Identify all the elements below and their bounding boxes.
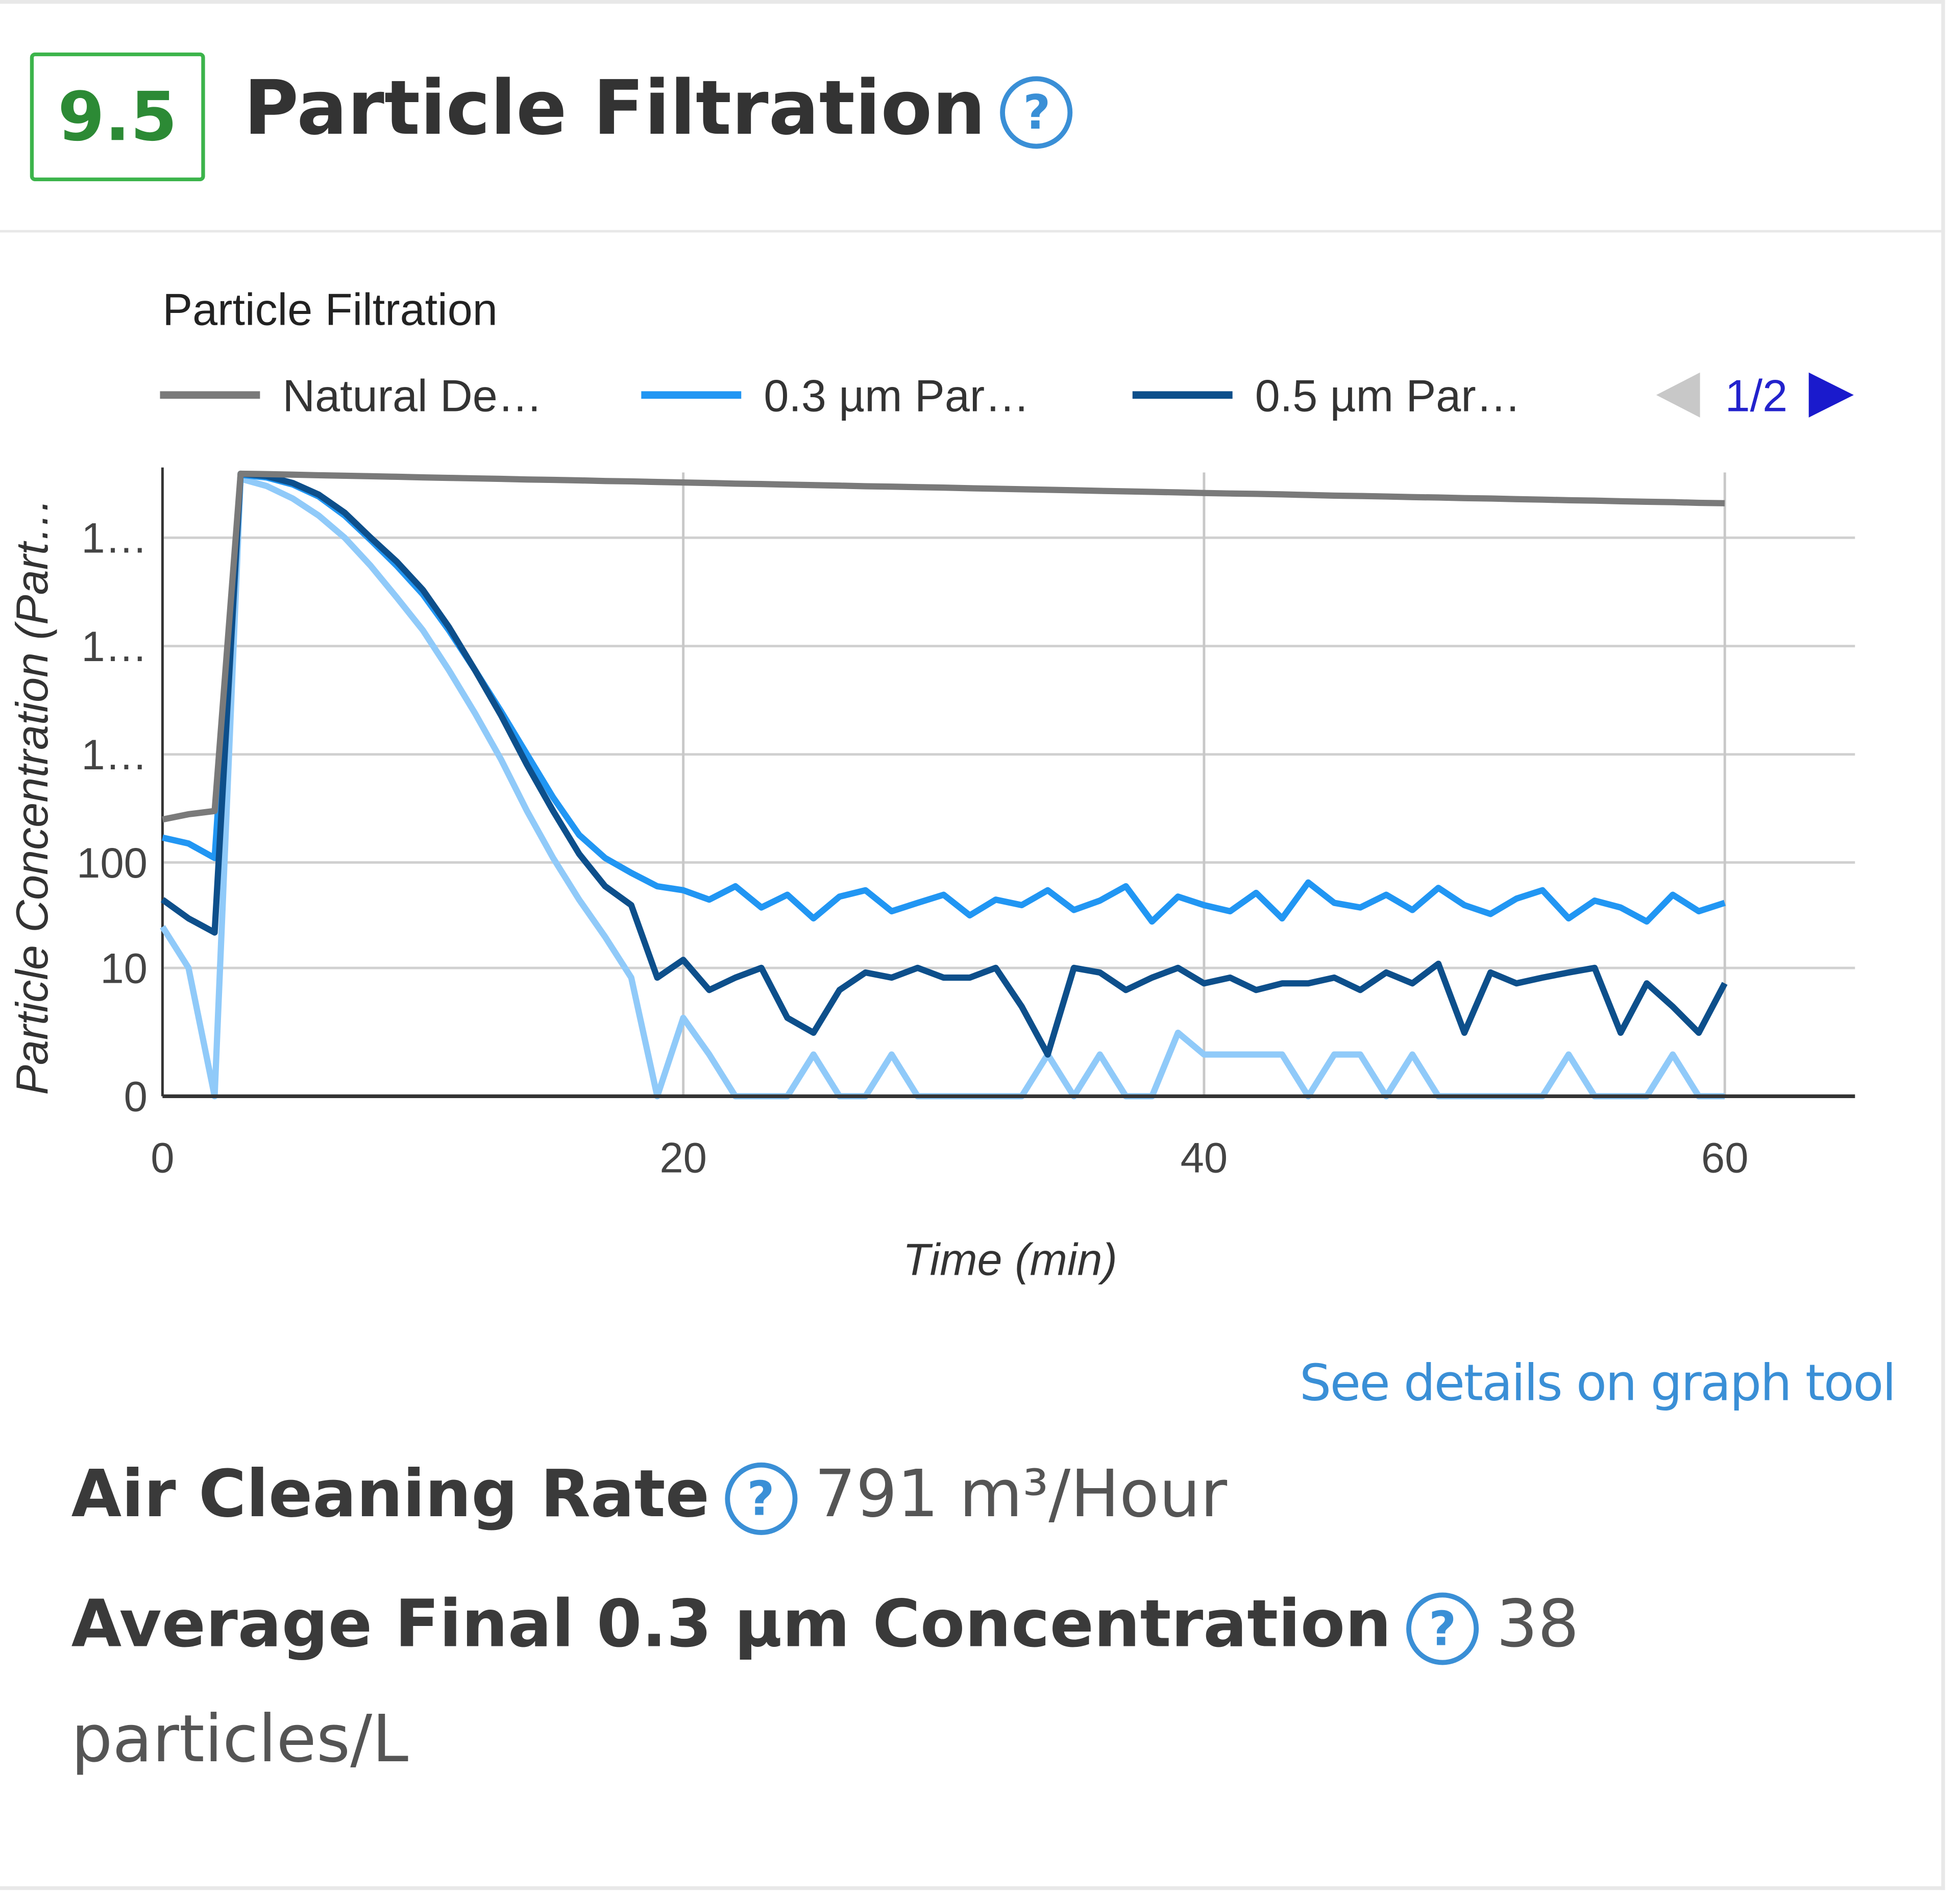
score-badge: 9.5: [30, 52, 205, 182]
series-line: [160, 475, 1725, 1100]
chart-title: Particle Filtration: [162, 284, 497, 335]
metric-label: Average Final 0.3 µm Concentration: [71, 1587, 1391, 1663]
legend-label: Natural De…: [282, 371, 542, 421]
legend-label: 0.3 µm Par…: [764, 371, 1030, 421]
title-text: Particle Filtration: [243, 65, 986, 153]
metric-value: 791 m³/Hour: [814, 1457, 1228, 1533]
legend-prev: [1656, 372, 1700, 418]
x-tick-label: 40: [1181, 1134, 1228, 1182]
y-tick-label: 1…: [81, 623, 148, 670]
metric-label: Air Cleaning Rate: [71, 1457, 710, 1533]
legend-next[interactable]: [1808, 372, 1854, 418]
metric-value: 38 particles/L: [71, 1587, 1579, 1778]
y-tick-label: 100: [77, 839, 148, 887]
series-line: [162, 472, 1726, 925]
y-tick-label: 0: [124, 1073, 148, 1121]
metric-row: Average Final 0.3 µm Concentration? 38 pa…: [71, 1567, 1822, 1797]
help-icon[interactable]: ?: [724, 1462, 797, 1535]
graph-tool-link[interactable]: See details on graph tool: [1299, 1355, 1896, 1413]
legend-label: 0.5 µm Par…: [1255, 371, 1521, 421]
y-tick-label: 1…: [81, 731, 148, 779]
section-title: Particle Filtration?: [243, 65, 1091, 153]
y-tick-label: 10: [100, 944, 148, 992]
series-line: [162, 470, 1725, 823]
x-tick-label: 60: [1701, 1134, 1749, 1182]
y-axis-label: Particle Concentration (Part…: [7, 497, 57, 1095]
x-tick-label: 20: [659, 1134, 707, 1182]
divider: [0, 230, 1945, 233]
legend-page: 1/2: [1725, 371, 1788, 421]
metric-row: Air Cleaning Rate? 791 m³/Hour: [71, 1438, 1822, 1552]
x-tick-label: 0: [151, 1134, 174, 1182]
help-icon[interactable]: ?: [1000, 77, 1073, 150]
series-line: [160, 470, 1728, 1058]
chart: Particle Filtration 0 10 100 1… 1… 1… 0 20 40 60 Na…: [7, 284, 1855, 1285]
help-icon[interactable]: ?: [1406, 1592, 1479, 1665]
x-axis-label: Time (min): [903, 1234, 1117, 1285]
y-tick-label: 1…: [81, 515, 148, 562]
